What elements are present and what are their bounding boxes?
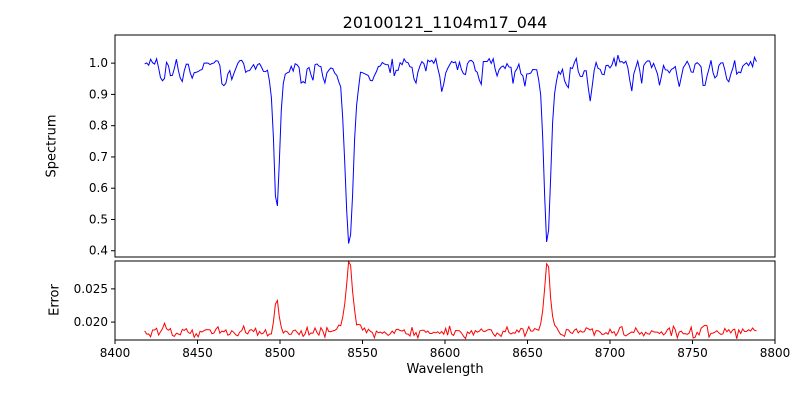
chart-title: 20100121_1104m17_044 [342, 13, 548, 32]
x-axis-label: Wavelength [406, 362, 484, 377]
x-tick-label: 8650 [512, 346, 543, 360]
x-tick-label: 8750 [677, 346, 708, 360]
error-y-tick-label: 0.025 [74, 282, 108, 296]
x-tick-label: 8800 [760, 346, 791, 360]
x-tick-label: 8550 [347, 346, 378, 360]
x-tick-label: 8450 [182, 346, 213, 360]
x-tick-label: 8400 [100, 346, 131, 360]
spectrum-y-tick-label: 0.6 [89, 181, 108, 195]
spectrum-y-tick-label: 0.8 [89, 119, 108, 133]
spectrum-y-tick-label: 0.7 [89, 150, 108, 164]
spectrum-panel-border [114, 34, 776, 258]
error-y-tick-label: 0.020 [74, 315, 108, 329]
spectrum-y-tick-label: 0.9 [89, 87, 108, 101]
error-panel-border [114, 260, 776, 341]
x-tick-label: 8500 [265, 346, 296, 360]
spectrum-y-tick-label: 0.5 [89, 212, 108, 226]
spectrum-y-tick-label: 0.4 [89, 244, 108, 258]
spectrum-y-tick-label: 1.0 [89, 56, 108, 70]
x-tick-label: 8600 [430, 346, 461, 360]
error-line [144, 259, 757, 340]
x-tick-label: 8700 [595, 346, 626, 360]
spectrum-line [144, 54, 757, 244]
